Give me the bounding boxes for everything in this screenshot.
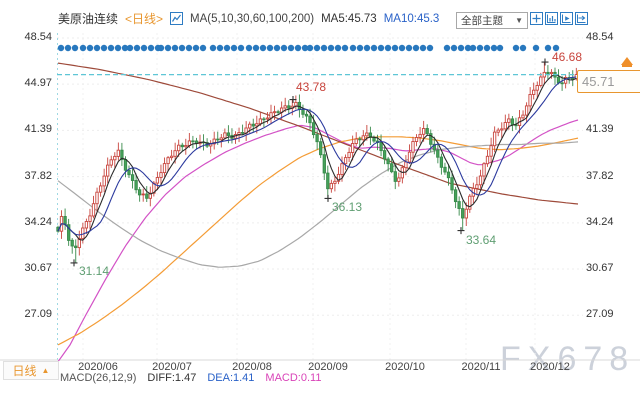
price-pin-icon [621,57,633,67]
period-tab-label: 日线 [12,364,37,378]
period-tag: <日线> [125,12,164,26]
theme-dropdown-label: 全部主题 [461,15,503,27]
y-axis-label-right: 37.82 [586,169,614,182]
price-annotation: 31.14 [79,263,110,278]
chevron-down-icon: ▼ [515,16,523,25]
x-axis-label: 2020/08 [232,361,272,373]
dea-value: DEA:1.41 [207,372,255,384]
x-axis-label: 2020/12 [530,361,570,373]
y-axis-label-left: 27.09 [24,308,52,321]
x-axis-label: 2020/09 [308,361,348,373]
y-axis-label-left: 34.24 [24,215,52,228]
y-axis-label-left: 41.39 [24,123,52,136]
x-axis-label: 2020/10 [385,361,425,373]
y-axis-label-right: 41.39 [586,123,614,136]
x-axis-label: 2020/11 [461,361,501,373]
last-price-box: 45.71 [577,70,640,93]
y-axis-label-left: 37.82 [24,169,52,182]
diff-value: DIFF:1.47 [147,372,197,384]
watermark: FX678 [500,340,636,378]
indicator-chart-icon[interactable] [170,12,184,25]
crosshair-icon[interactable] [530,12,543,25]
price-annotation: 36.13 [332,200,363,215]
macd-params: MACD(26,12,9) [60,372,137,384]
last-price-value: 45.71 [582,74,615,89]
price-annotation: 33.64 [466,232,497,247]
tab-daily-period[interactable]: 日线 ▲ [3,361,59,380]
triangle-up-icon: ▲ [41,366,50,375]
price-annotation: 43.78 [296,79,327,94]
y-axis-label-left: 48.54 [24,31,52,43]
macd-readout: MACD(26,12,9) DIFF:1.47 DEA:1.41 MACD:0.… [60,372,321,384]
y-axis-label-right: 48.54 [586,31,614,43]
chart-toolbar [530,12,588,25]
ma-legend: MA(5,10,30,60,100,200) [190,12,315,25]
shift-chart-icon[interactable] [575,12,588,25]
x-axis-label: 2020/07 [152,361,192,373]
bar-chart-icon[interactable] [545,12,558,25]
y-axis-label-left: 30.67 [24,262,52,274]
y-axis-label-left: 44.97 [24,77,52,90]
header-bar: 美原油连续 <日线> MA(5,10,30,60,100,200) MA5:45… [58,10,439,27]
instrument-title: 美原油连续 [58,12,119,26]
ma5-value: MA5:45.73 [321,12,377,25]
price-annotation: 46.68 [552,50,583,65]
y-axis-label-right: 27.09 [586,308,614,321]
y-axis-label-right: 34.24 [586,215,614,228]
y-axis-label-right: 30.67 [586,262,614,274]
theme-dropdown[interactable]: 全部主题 ▼ [456,12,528,29]
macd-value: MACD:0.11 [265,372,322,384]
ma10-value: MA10:45.3 [383,12,440,25]
x-axis-label: 2020/06 [78,361,118,373]
play-chart-icon[interactable] [560,12,573,25]
